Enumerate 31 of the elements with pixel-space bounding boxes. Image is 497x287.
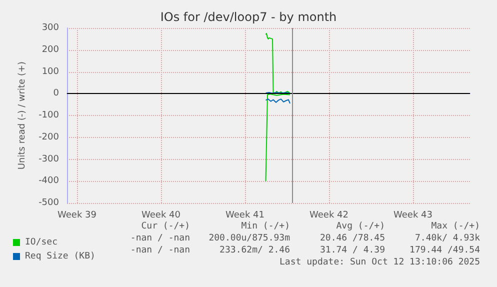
y-tick-label: -400	[38, 176, 60, 186]
y-tick-label: -500	[38, 198, 60, 208]
text: 20.46 /78.45	[320, 234, 386, 244]
legend-label: IO/sec	[25, 238, 58, 248]
y-tick-label: 200	[42, 44, 60, 55]
text: Cur (-/+)	[141, 222, 190, 232]
chart-title: IOs for /dev/loop7 - by month	[160, 10, 337, 24]
legend-label: Req Size (KB)	[25, 252, 96, 262]
x-tick-label: Week 42	[310, 210, 348, 220]
text: 31.74 / 4.39	[320, 246, 386, 256]
text: Avg (-/+)	[336, 222, 386, 232]
y-tick-label: -100	[38, 110, 60, 120]
text: -nan / -nan	[130, 246, 190, 256]
y-axis-title: Units read (-) / write (+)	[18, 61, 28, 170]
x-tick-label: Week 43	[394, 210, 432, 220]
y-tick-label: -300	[38, 154, 60, 164]
x-tick-label: Week 39	[58, 210, 97, 220]
text: 233.62m/ 2.46	[220, 246, 290, 256]
y-tick-label: 300	[42, 23, 60, 33]
text: 179.44 /49.54	[410, 246, 480, 256]
y-tick-label: 0	[53, 88, 60, 99]
text: 200.00u/875.93m	[208, 234, 290, 244]
x-tick-label: Week 40	[142, 210, 181, 220]
text: Min (-/+)	[241, 222, 290, 232]
text: 7.40k/ 4.93k	[414, 234, 481, 244]
x-tick-label: Week 41	[226, 210, 264, 220]
text: Last update: Sun Oct 12 13:10:06 2025	[280, 258, 480, 268]
y-tick-label: -200	[38, 132, 60, 142]
y-tick-label: 100	[42, 66, 60, 77]
text: -nan / -nan	[130, 234, 190, 244]
text: Max (-/+)	[431, 222, 480, 232]
